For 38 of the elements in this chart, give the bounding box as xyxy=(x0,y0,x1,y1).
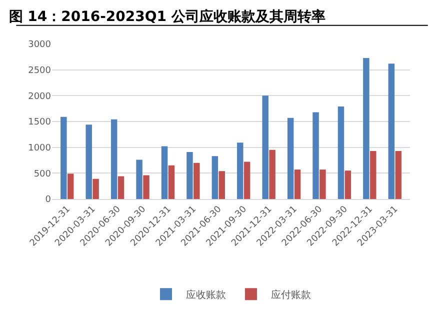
bar xyxy=(312,112,319,199)
legend-label: 应付账款 xyxy=(271,289,311,301)
chart-title: 图 14：2016-2023Q1 公司应收账款及其周转率 xyxy=(8,8,326,26)
bar xyxy=(194,162,200,199)
bar xyxy=(244,162,250,199)
bar xyxy=(370,150,376,199)
y-tick-label: 500 xyxy=(34,169,52,180)
bar xyxy=(86,124,92,199)
bar xyxy=(186,152,193,199)
bar xyxy=(237,142,244,199)
bar xyxy=(143,175,150,199)
bar xyxy=(338,106,344,199)
bar xyxy=(320,170,326,199)
bar xyxy=(388,64,395,199)
y-tick-label: 2500 xyxy=(28,66,52,76)
y-tick-label: 1000 xyxy=(28,143,52,154)
bar xyxy=(136,160,142,199)
bar xyxy=(344,170,352,199)
bar xyxy=(395,150,402,199)
bar xyxy=(262,96,268,199)
bar xyxy=(212,156,218,199)
bar xyxy=(118,176,124,199)
bar xyxy=(363,58,370,199)
y-tick-label: 2000 xyxy=(28,92,52,102)
y-tick-label: 3000 xyxy=(28,40,52,50)
y-tick-label: 1500 xyxy=(28,118,52,128)
y-tick-label: 0 xyxy=(45,195,52,206)
bar xyxy=(110,119,118,199)
bar xyxy=(92,178,99,199)
bar xyxy=(161,146,168,199)
legend-label: 应收账款 xyxy=(186,289,226,301)
bar xyxy=(60,116,67,199)
bar xyxy=(67,174,74,199)
bar xyxy=(168,165,175,199)
bar xyxy=(269,150,276,199)
bar xyxy=(218,171,225,199)
bar xyxy=(294,170,301,199)
bar xyxy=(287,118,294,199)
